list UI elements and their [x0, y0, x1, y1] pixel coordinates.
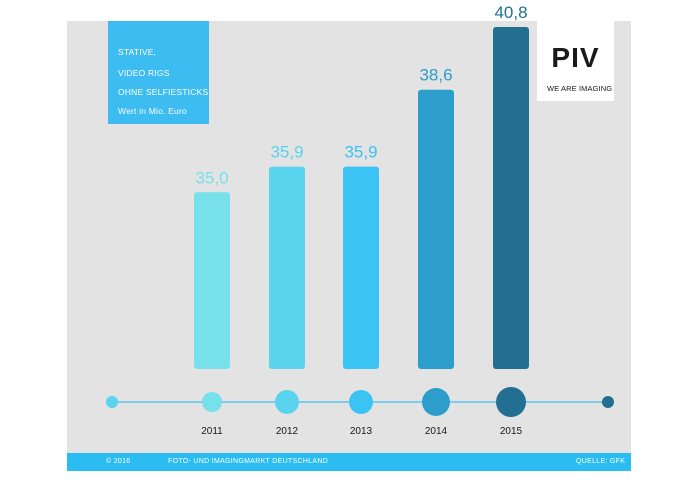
bar-2015	[493, 27, 529, 369]
year-label-2011: 2011	[201, 426, 223, 437]
year-label-2014: 2014	[425, 426, 448, 437]
year-label-2013: 2013	[350, 426, 373, 437]
title-line-1: STATIVE,	[118, 47, 157, 57]
footer-source: QUELLE: GFK	[576, 458, 626, 465]
unit-label: Wert in Mio. Euro	[118, 106, 187, 116]
timeline-dot-2015	[496, 387, 526, 417]
timeline-dot-2011	[202, 392, 222, 412]
footer-market: FOTO- UND IMAGINGMARKT DEUTSCHLAND	[168, 458, 329, 465]
title-line-3: OHNE SELFIESTICKS	[118, 87, 209, 97]
value-label-2013: 35,9	[344, 143, 377, 162]
bar-2013	[343, 166, 379, 369]
year-label-2015: 2015	[500, 426, 523, 437]
timeline-dot-2012	[275, 390, 299, 414]
value-label-2014: 38,6	[419, 66, 452, 85]
bar-2011	[194, 192, 230, 369]
timeline-start-dot	[106, 396, 118, 408]
bar-2012	[269, 166, 305, 369]
bar-2014	[418, 89, 454, 369]
footer: © 2016 FOTO- UND IMAGINGMARKT DEUTSCHLAN…	[67, 453, 631, 471]
value-label-2012: 35,9	[270, 143, 303, 162]
timeline-end-dot	[602, 396, 614, 408]
footer-copyright: © 2016	[106, 458, 131, 465]
value-label-2015: 40,8	[494, 3, 527, 22]
title-box: STATIVE, VIDEO RIGS OHNE SELFIESTICKS We…	[108, 21, 209, 124]
logo-tagline: WE ARE IMAGING	[547, 84, 613, 93]
year-label-2012: 2012	[276, 426, 299, 437]
logo: PIV WE ARE IMAGING	[537, 21, 614, 101]
timeline-dot-2013	[349, 390, 373, 414]
timeline-dot-2014	[422, 388, 450, 416]
logo-mark: PIV	[551, 42, 600, 73]
value-label-2011: 35,0	[195, 168, 228, 187]
title-line-2: VIDEO RIGS	[118, 68, 170, 78]
